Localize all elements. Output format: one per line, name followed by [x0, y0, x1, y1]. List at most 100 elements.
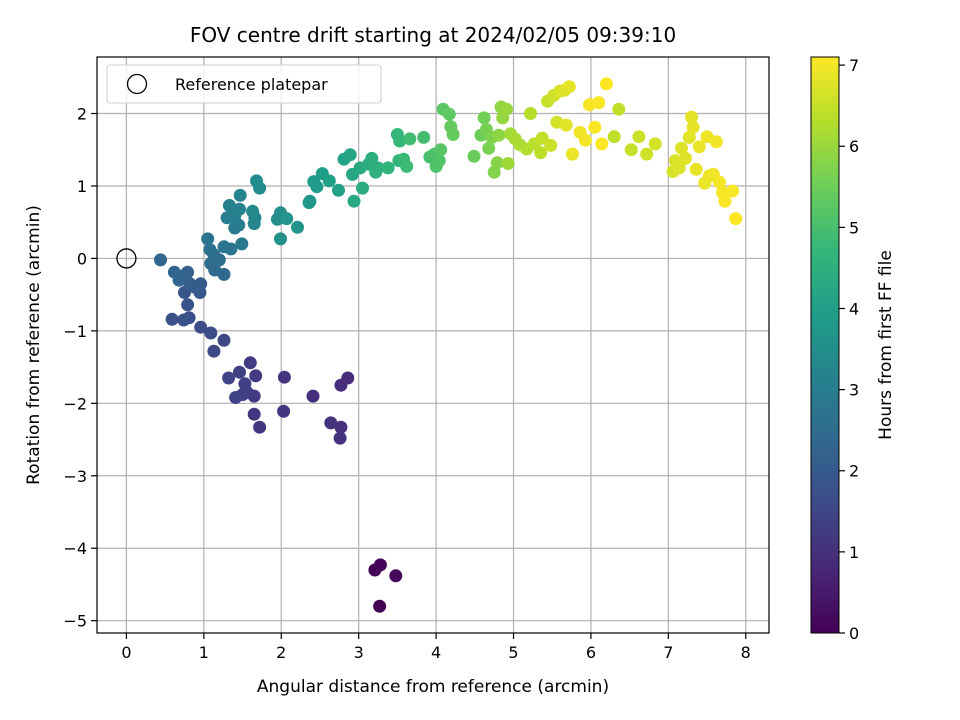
data-point [559, 118, 573, 132]
data-point [310, 180, 324, 194]
data-point [334, 378, 348, 392]
x-tick-label: 6 [586, 643, 596, 662]
data-point [501, 157, 515, 170]
data-point [434, 143, 448, 157]
data-point [686, 120, 700, 134]
legend-box [106, 64, 382, 104]
data-point [194, 320, 208, 334]
data-point [249, 369, 263, 383]
y-tick-label: −5 [63, 612, 87, 631]
data-point [253, 181, 267, 195]
data-point [154, 253, 167, 267]
data-point [612, 102, 626, 116]
colorbar-gradient [810, 56, 840, 634]
data-point [247, 217, 261, 231]
data-point [579, 133, 592, 147]
y-tick-label: 0 [77, 249, 87, 268]
data-point [709, 135, 723, 149]
y-tick-label: −4 [63, 539, 87, 558]
data-point [280, 212, 294, 226]
data-point [672, 161, 686, 175]
colorbar-tick-label: 2 [849, 462, 859, 481]
legend: Reference platepar [106, 64, 382, 104]
data-point [233, 365, 246, 379]
x-tick-label: 0 [121, 643, 131, 662]
data-point [632, 130, 646, 144]
colorbar-tick-label: 1 [849, 543, 859, 562]
data-point [222, 371, 236, 385]
colorbar-tick-label: 0 [849, 624, 859, 643]
data-point [565, 147, 579, 161]
data-point [229, 391, 243, 404]
data-point [347, 194, 361, 208]
data-point [393, 134, 407, 148]
data-point [291, 220, 304, 234]
data-point [446, 128, 460, 141]
data-point [689, 162, 703, 176]
data-point [253, 420, 267, 434]
data-point [477, 111, 491, 125]
data-point [207, 344, 221, 358]
x-tick-label: 5 [508, 643, 518, 662]
data-point [682, 130, 696, 144]
data-point [524, 107, 537, 120]
data-point [442, 107, 456, 121]
data-point [726, 184, 740, 198]
colorbar-label: Hours from first FF file [876, 250, 896, 440]
data-point [373, 558, 387, 572]
plot-frame [96, 56, 770, 634]
x-tick-label: 8 [741, 643, 751, 662]
data-point [624, 143, 638, 157]
y-axis-title: Rotation from reference (arcmin) [24, 205, 44, 485]
data-point [277, 404, 291, 418]
y-tick-label: 1 [77, 177, 87, 196]
data-point [718, 194, 732, 208]
colorbar-tick-label: 6 [849, 137, 859, 156]
data-point [277, 370, 291, 384]
data-point [389, 569, 403, 583]
data-point [334, 420, 348, 434]
data-point [400, 159, 414, 173]
data-point [607, 130, 621, 144]
data-point [467, 149, 481, 163]
colorbar: 0 1 2 3 4 5 6 7 Hours from first FF file [810, 56, 896, 643]
colorbar-tick-label: 4 [849, 299, 859, 318]
x-tick-label: 1 [199, 643, 209, 662]
data-point [713, 175, 726, 189]
data-point [648, 137, 662, 151]
x-tick-label: 3 [354, 643, 364, 662]
data-point [373, 599, 387, 613]
data-point [381, 161, 395, 175]
data-point [588, 120, 602, 134]
colorbar-tick-label: 5 [849, 218, 859, 237]
x-axis-title: Angular distance from reference (arcmin) [257, 677, 609, 697]
data-point [365, 151, 379, 165]
y-tick-label: −1 [63, 322, 87, 341]
data-point [217, 333, 231, 347]
data-point [247, 407, 261, 421]
data-point [167, 265, 181, 279]
data-point [482, 141, 496, 155]
x-tick-label: 4 [431, 643, 441, 662]
data-point [224, 242, 238, 256]
data-point [369, 165, 383, 179]
data-point [432, 154, 446, 168]
data-point [490, 156, 504, 170]
data-point [243, 356, 257, 370]
colorbar-tick-label: 3 [849, 381, 859, 400]
data-point [562, 80, 576, 94]
x-tick-label: 7 [663, 643, 673, 662]
legend-marker-reference [126, 73, 148, 95]
data-point [306, 389, 320, 403]
data-point [544, 138, 558, 152]
data-point [303, 194, 317, 208]
data-point [246, 204, 260, 218]
data-point [678, 151, 692, 165]
data-point [599, 77, 613, 91]
data-point [535, 131, 549, 145]
data-point [165, 312, 179, 326]
data-point [322, 174, 336, 188]
grid [97, 57, 769, 633]
data-point [640, 147, 654, 161]
x-tick-label: 2 [276, 643, 286, 662]
